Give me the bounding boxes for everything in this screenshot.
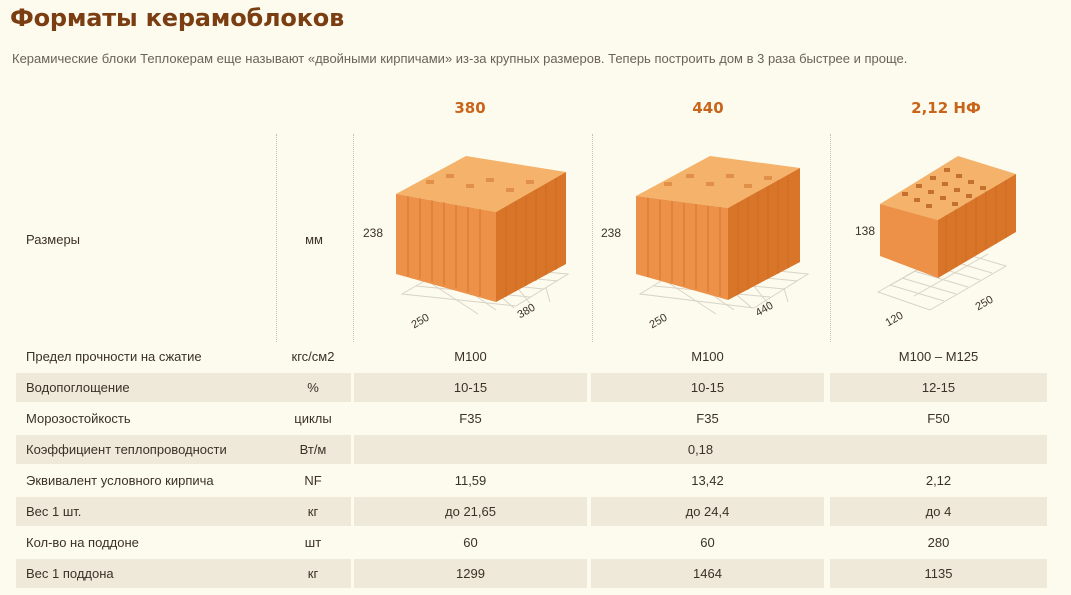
row-label: Кол-во на поддоне bbox=[26, 535, 139, 550]
row-value-440: 10-15 bbox=[591, 373, 824, 402]
block-212nf-depth: 120 bbox=[884, 310, 906, 330]
row-unit: шт bbox=[304, 535, 322, 550]
row-unit: Вт/м bbox=[275, 435, 351, 464]
row-value-212nf: 280 bbox=[927, 535, 950, 550]
table-row: Эквивалент условного кирпича NF 11,59 13… bbox=[16, 465, 1047, 496]
row-value-212nf: 1135 bbox=[830, 559, 1047, 588]
page-title: Форматы керамоблоков bbox=[10, 4, 345, 32]
table-row: Коэффициент теплопроводности Вт/м 0,18 bbox=[16, 434, 1047, 465]
row-value-440: М100 bbox=[691, 349, 724, 364]
row-value-440: 60 bbox=[700, 535, 715, 550]
table-row: Морозостойкость циклы F35 F35 F50 bbox=[16, 403, 1047, 434]
row-label: Предел прочности на сжатие bbox=[26, 349, 202, 364]
block-440-image: 238 250 440 bbox=[594, 134, 830, 342]
row-value-440: 1464 bbox=[591, 559, 824, 588]
sizes-label: Размеры bbox=[26, 232, 81, 247]
row-unit: % bbox=[275, 373, 351, 402]
table-row: Вес 1 шт. кг до 21,65 до 24,4 до 4 bbox=[16, 496, 1047, 527]
row-label: Коэффициент теплопроводности bbox=[16, 435, 280, 464]
row-unit: кгс/см2 bbox=[291, 349, 335, 364]
divider bbox=[276, 134, 277, 342]
column-header-212nf: 2,12 НФ bbox=[911, 99, 981, 117]
row-unit: кг bbox=[275, 559, 351, 588]
row-value-380: М100 bbox=[454, 349, 487, 364]
page-subtitle: Керамические блоки Теплокерам еще называ… bbox=[12, 51, 908, 66]
row-value-440: 13,42 bbox=[691, 473, 724, 488]
row-unit: кг bbox=[275, 497, 351, 526]
block-440-height: 238 bbox=[601, 226, 621, 240]
row-value-380: 11,59 bbox=[454, 473, 487, 488]
row-value-380: F35 bbox=[459, 411, 482, 426]
table-row: Предел прочности на сжатие кгс/см2 М100 … bbox=[16, 341, 1047, 372]
row-value-all: 0,18 bbox=[354, 435, 1047, 464]
block-212nf-length: 250 bbox=[974, 294, 996, 314]
row-unit: циклы bbox=[294, 411, 332, 426]
row-value-440: до 24,4 bbox=[591, 497, 824, 526]
row-unit: NF bbox=[304, 473, 322, 488]
block-440-depth: 250 bbox=[648, 312, 670, 332]
block-380-height: 238 bbox=[363, 226, 383, 240]
row-value-380: 60 bbox=[463, 535, 478, 550]
column-header-440: 440 bbox=[692, 99, 724, 117]
row-value-440: F35 bbox=[696, 411, 719, 426]
row-label: Водопоглощение bbox=[16, 373, 280, 402]
block-380-image: 238 250 380 bbox=[356, 134, 592, 342]
row-label: Эквивалент условного кирпича bbox=[26, 473, 214, 488]
divider bbox=[830, 134, 831, 342]
row-value-212nf: 2,12 bbox=[925, 473, 952, 488]
block-380-depth: 250 bbox=[410, 312, 432, 332]
block-440-length: 440 bbox=[754, 300, 776, 320]
divider bbox=[353, 134, 354, 342]
row-value-380: до 21,65 bbox=[354, 497, 587, 526]
row-label: Морозостойкость bbox=[26, 411, 131, 426]
row-value-380: 1299 bbox=[354, 559, 587, 588]
properties-table: Предел прочности на сжатие кгс/см2 М100 … bbox=[16, 341, 1047, 589]
row-value-380: 10-15 bbox=[354, 373, 587, 402]
row-label: Вес 1 поддона bbox=[16, 559, 280, 588]
row-value-212nf: F50 bbox=[927, 411, 950, 426]
divider bbox=[592, 134, 593, 342]
block-212nf-height: 138 bbox=[855, 224, 875, 238]
table-row: Кол-во на поддоне шт 60 60 280 bbox=[16, 527, 1047, 558]
block-212nf-image: 138 120 250 bbox=[832, 134, 1068, 342]
row-value-212nf: М100 – М125 bbox=[898, 349, 979, 364]
row-label: Вес 1 шт. bbox=[16, 497, 280, 526]
table-row: Вес 1 поддона кг 1299 1464 1135 bbox=[16, 558, 1047, 589]
row-value-212nf: 12-15 bbox=[830, 373, 1047, 402]
column-header-380: 380 bbox=[454, 99, 486, 117]
row-value-212nf: до 4 bbox=[830, 497, 1047, 526]
table-row: Водопоглощение % 10-15 10-15 12-15 bbox=[16, 372, 1047, 403]
sizes-unit: мм bbox=[305, 232, 323, 247]
